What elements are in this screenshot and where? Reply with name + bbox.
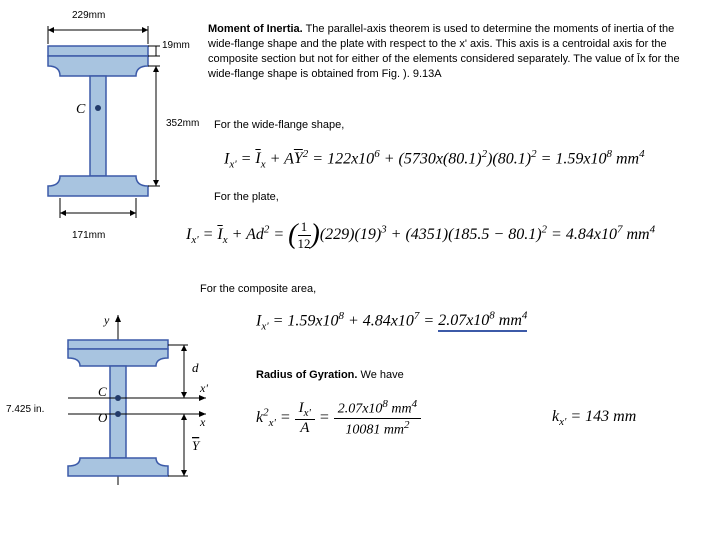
dim-bottom-width: 171mm [72, 230, 105, 241]
moi-paragraph: Moment of Inertia. The parallel-axis the… [208, 22, 698, 81]
rog-title: Radius of Gyration. [256, 369, 357, 381]
composite-label: For the composite area, [200, 282, 316, 297]
rog-paragraph: Radius of Gyration. We have [256, 368, 404, 383]
ibeam-bottom-diagram: y x' x C O d Y [46, 310, 216, 510]
formula-rog2: kx' = 143 mm [552, 408, 636, 428]
ibeam-top-diagram: C [28, 18, 168, 228]
svg-text:x: x [199, 415, 206, 429]
formula-plate: Ix' = Ix + Ad2 = (112)(229)(19)3 + (4351… [186, 215, 655, 252]
svg-text:Y: Y [192, 438, 201, 453]
ibeam-bottom-svg: y x' x C O d Y [46, 310, 216, 510]
rog-body: We have [357, 369, 403, 381]
svg-text:C: C [98, 384, 107, 399]
svg-text:d: d [192, 360, 199, 375]
formula-rog1: k2x' = Ix'A = 2.07x108 mm410081 mm2 [256, 398, 421, 438]
moi-title: Moment of Inertia. [208, 23, 303, 35]
dim-top-plate: 19mm [162, 40, 190, 51]
dim-top-width: 229mm [72, 10, 105, 21]
ibeam-top-svg: C [28, 18, 168, 228]
formula-composite: Ix' = 1.59x108 + 4.84x107 = 2.07x108 mm4 [256, 310, 527, 333]
wide-flange-label: For the wide-flange shape, [214, 118, 344, 133]
svg-text:x': x' [199, 381, 208, 395]
dim-second-left: 7.425 in. [6, 404, 44, 415]
svg-text:O: O [98, 410, 108, 425]
dim-web-height: 352mm [166, 118, 199, 129]
formula-wide-flange: Ix' = Ix + AY2 = 122x106 + (5730x(80.1)2… [224, 148, 645, 171]
svg-text:y: y [103, 313, 110, 327]
plate-label: For the plate, [214, 190, 279, 205]
svg-text:C: C [76, 102, 86, 117]
